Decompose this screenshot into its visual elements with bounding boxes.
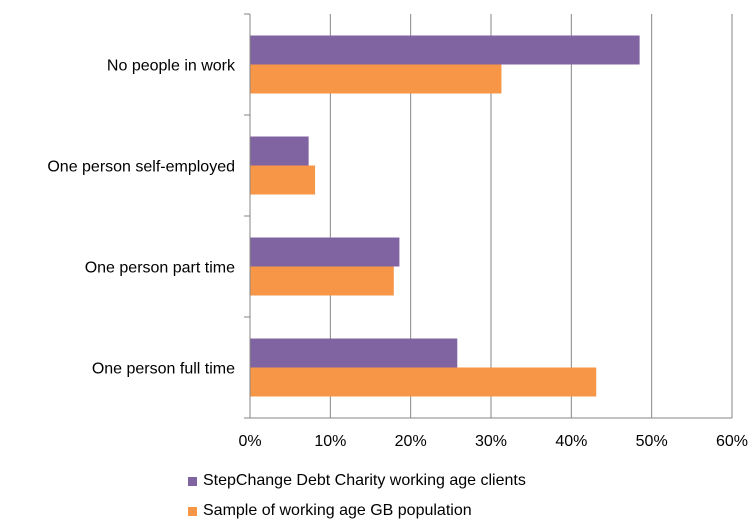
category-label-1: One person self-employed [47,159,235,176]
bar-population-0 [250,64,502,94]
x-tick-label-5: 50% [636,433,668,450]
legend-label-clients: StepChange Debt Charity working age clie… [203,472,526,489]
legend-item-clients: StepChange Debt Charity working age clie… [188,466,526,496]
category-label-2: One person part time [85,260,235,277]
category-label-3: One person full time [92,361,235,378]
legend: StepChange Debt Charity working age clie… [188,466,526,526]
legend-swatch-clients [188,476,197,486]
bar-chart: No people in work One person self-employe… [47,13,748,450]
x-tick-label-6: 60% [716,433,748,450]
x-tick-label-3: 30% [475,433,507,450]
bar-clients-0 [250,35,640,65]
x-tick-label-2: 20% [395,433,427,450]
x-tick-label-0: 0% [238,433,261,450]
legend-label-population: Sample of working age GB population [203,502,472,519]
bar-population-1 [250,165,316,195]
category-label-0: No people in work [107,58,236,75]
legend-item-population: Sample of working age GB population [188,496,526,526]
bar-clients-3 [250,338,458,368]
bar-population-3 [250,367,597,397]
bar-clients-2 [250,237,400,267]
x-tick-label-4: 40% [555,433,587,450]
legend-swatch-population [188,506,197,516]
x-tick-label-1: 10% [314,433,346,450]
bar-clients-1 [250,136,309,166]
bar-population-2 [250,266,394,296]
